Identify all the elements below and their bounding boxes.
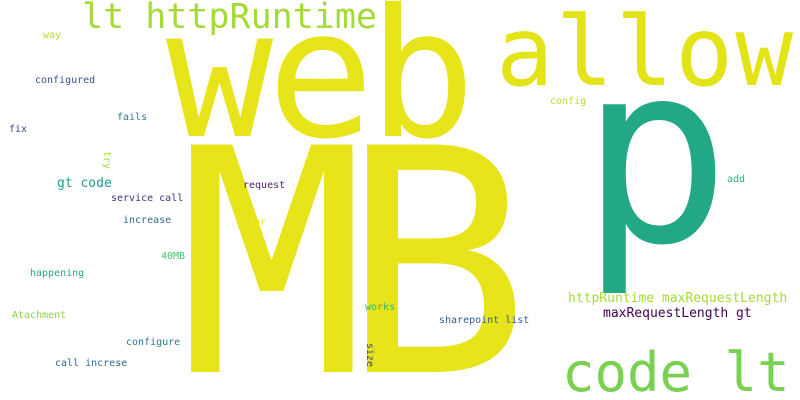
word-40mb: 40MB xyxy=(161,251,186,262)
word-maxrequestlength-gt: maxRequestLength gt xyxy=(603,306,752,321)
word-fails: fails xyxy=(117,112,148,123)
word-httpruntime-maxrequestlength: httpRuntime maxRequestLength xyxy=(568,291,788,306)
word-mb: MB xyxy=(178,82,530,400)
word-try: try xyxy=(101,151,112,170)
word-web: web xyxy=(166,0,475,178)
word-works: works xyxy=(365,302,396,313)
word-gt-code: gt code xyxy=(57,176,112,191)
word-service-call: service call xyxy=(111,193,184,204)
word-allow: allow xyxy=(496,0,795,108)
word-config: config xyxy=(550,96,587,107)
word-size: size xyxy=(364,343,375,368)
word-configure: configure xyxy=(126,337,181,348)
word-configured: configured xyxy=(35,75,96,86)
word-happening: happening xyxy=(30,268,85,279)
word-call-increse: call increse xyxy=(55,358,128,369)
word-p: p xyxy=(580,9,731,300)
word-request: request xyxy=(243,180,286,191)
word-way: way xyxy=(43,30,62,41)
word-lt-httpruntime: lt httpRuntime xyxy=(82,0,378,37)
word-fix: fix xyxy=(9,124,28,135)
word-sharepoint-list: sharepoint list xyxy=(439,315,530,326)
word-code-lt: code lt xyxy=(562,341,790,400)
word-add: add xyxy=(727,174,746,185)
word-br: br xyxy=(254,217,267,228)
word-increase: increase xyxy=(123,215,172,226)
word-atachment: Atachment xyxy=(12,310,67,321)
